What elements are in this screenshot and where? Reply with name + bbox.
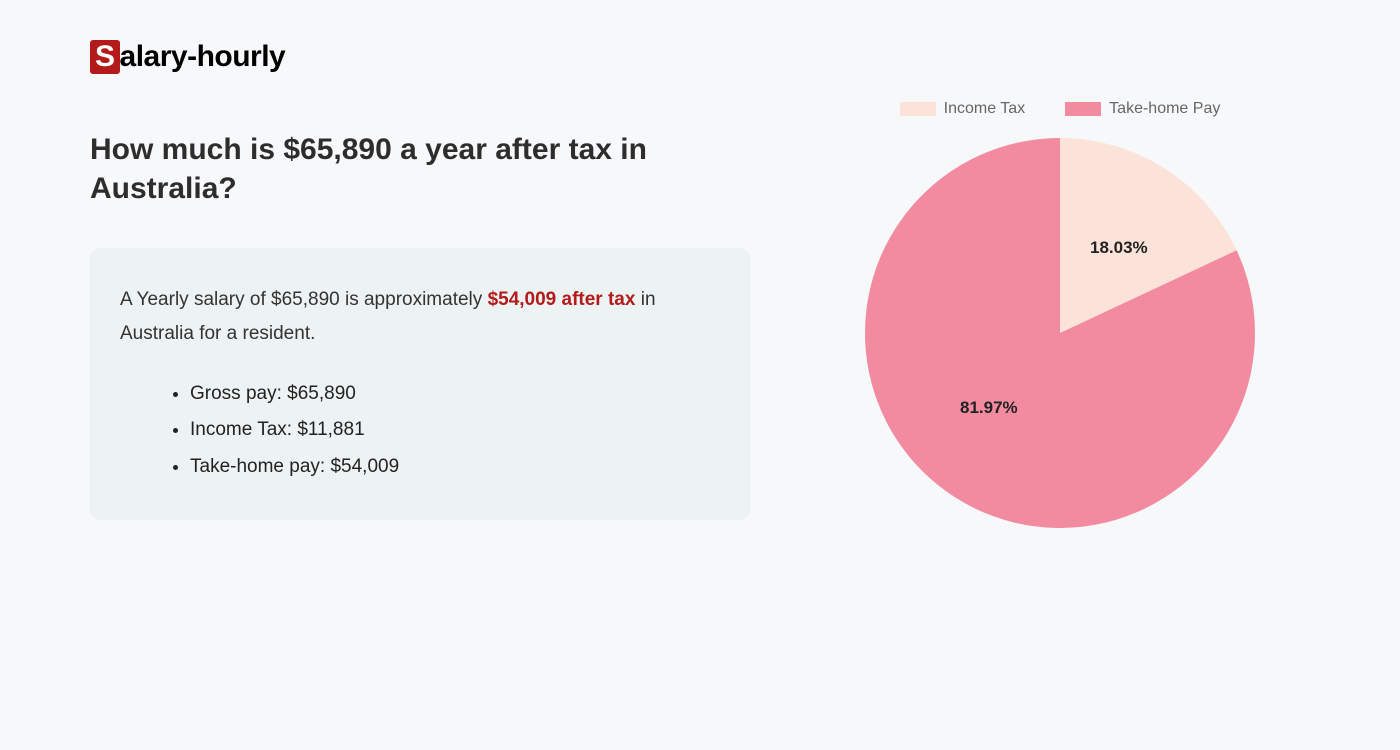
page-headline: How much is $65,890 a year after tax in … xyxy=(90,130,750,208)
list-item: Income Tax: $11,881 xyxy=(190,412,720,448)
summary-highlight: $54,009 after tax xyxy=(488,289,636,310)
list-item: Gross pay: $65,890 xyxy=(190,376,720,412)
summary-box: A Yearly salary of $65,890 is approximat… xyxy=(90,248,750,520)
legend-label-takehome: Take-home Pay xyxy=(1109,100,1220,118)
legend-item-takehome: Take-home Pay xyxy=(1065,100,1220,118)
legend-swatch-tax xyxy=(900,102,936,116)
pie-chart-area: Income Tax Take-home Pay 18.03% 81.97% xyxy=(820,100,1300,528)
pie-slice-label-tax: 18.03% xyxy=(1090,238,1148,258)
summary-text: A Yearly salary of $65,890 is approximat… xyxy=(120,283,720,351)
logo-text: alary-hourly xyxy=(120,40,286,73)
list-item: Take-home pay: $54,009 xyxy=(190,449,720,485)
summary-list: Gross pay: $65,890 Income Tax: $11,881 T… xyxy=(120,376,720,484)
chart-legend: Income Tax Take-home Pay xyxy=(820,100,1300,118)
legend-label-tax: Income Tax xyxy=(944,100,1026,118)
pie-chart: 18.03% 81.97% xyxy=(865,138,1255,528)
main-content: How much is $65,890 a year after tax in … xyxy=(90,130,750,520)
site-logo: Salary-hourly xyxy=(90,40,285,74)
legend-item-tax: Income Tax xyxy=(900,100,1026,118)
logo-letter: S xyxy=(90,40,120,74)
pie-slice-label-takehome: 81.97% xyxy=(960,398,1018,418)
summary-prefix: A Yearly salary of $65,890 is approximat… xyxy=(120,289,488,310)
pie-svg xyxy=(865,138,1255,528)
legend-swatch-takehome xyxy=(1065,102,1101,116)
